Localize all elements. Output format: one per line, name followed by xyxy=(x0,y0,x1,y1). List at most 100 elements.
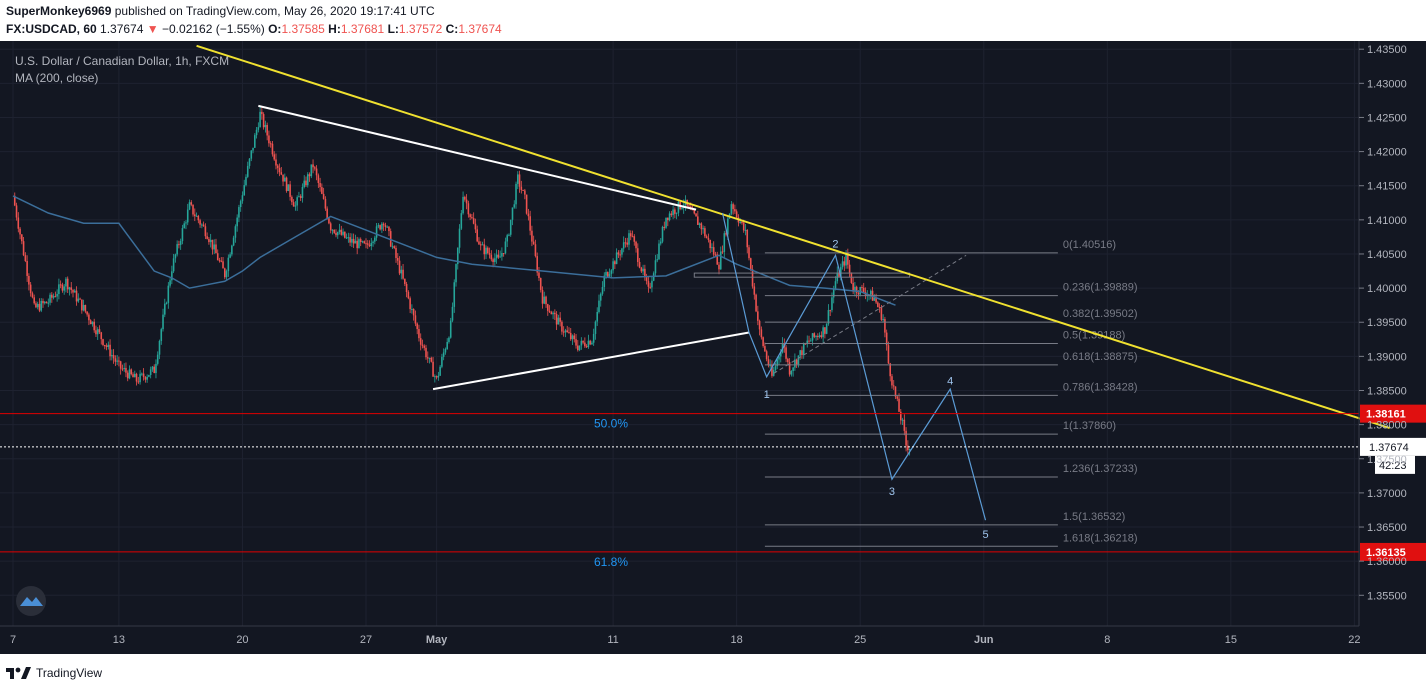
candle-body xyxy=(229,254,231,258)
candle-body xyxy=(49,294,51,303)
candle-body xyxy=(13,195,16,206)
candle-body xyxy=(857,292,860,295)
candle-body xyxy=(333,229,336,233)
candle-body xyxy=(312,164,314,168)
candle-body xyxy=(501,253,503,257)
candle-body xyxy=(817,336,819,338)
price-tick-label: 1.42500 xyxy=(1367,112,1407,124)
candle-body xyxy=(321,187,323,194)
time-axis[interactable]: 7 13 20 27 May 11 18 25 Jun 8 15 22 xyxy=(10,634,1361,646)
candle-body xyxy=(209,239,212,243)
candle-body xyxy=(472,218,475,224)
candle-body xyxy=(820,335,823,338)
candle-body xyxy=(186,209,189,223)
candle-body xyxy=(54,296,57,298)
chart-legend-title: U.S. Dollar / Canadian Dollar, 1h, FXCM xyxy=(15,54,229,68)
candle-body xyxy=(178,244,180,246)
candle-body xyxy=(776,359,779,367)
elliott-wave-path[interactable] xyxy=(721,212,987,521)
chart-area[interactable]: 0(1.40516) 0.236(1.39889) 0.382(1.39502) 0.… xyxy=(0,41,1426,654)
time-tick-label: 20 xyxy=(236,634,248,646)
candle-body xyxy=(439,366,441,376)
candle-body xyxy=(495,254,498,259)
candle-body xyxy=(802,343,805,356)
candle-body xyxy=(163,303,166,315)
tradingview-logo[interactable]: TradingView xyxy=(6,666,102,680)
candle-body xyxy=(712,247,715,255)
candle-body xyxy=(418,329,420,339)
candle-body xyxy=(322,193,325,199)
candle-body xyxy=(839,267,842,277)
candle-body xyxy=(899,411,902,421)
wave-label: 1 xyxy=(764,389,770,401)
candle-body xyxy=(156,354,159,364)
candle-body xyxy=(70,287,73,290)
candle-body xyxy=(63,286,65,291)
fib-extension-dashed-line[interactable] xyxy=(773,254,967,374)
tradingview-badge-icon[interactable] xyxy=(16,586,46,616)
price-axis[interactable]: 1.43500 1.43000 1.42500 1.42000 1.41500 1.410… xyxy=(1359,44,1407,602)
candle-body xyxy=(282,174,284,182)
candle-body xyxy=(605,272,607,276)
candle-body xyxy=(42,300,44,304)
candle-body xyxy=(497,254,500,258)
candle-body xyxy=(391,246,394,248)
candle-body xyxy=(423,345,426,348)
candle-body xyxy=(785,347,787,359)
candle-body xyxy=(192,204,194,215)
candle-body xyxy=(284,177,286,182)
candle-body xyxy=(271,143,274,155)
candle-body xyxy=(580,340,583,346)
candle-body xyxy=(610,270,613,274)
symbol-header: FX:USDCAD, 60 1.37674 ▼ −0.02162 (−1.55%… xyxy=(6,22,502,36)
wave-label: 4 xyxy=(947,375,953,387)
candle-body xyxy=(416,323,418,330)
candle-body xyxy=(575,339,577,346)
candle-body xyxy=(59,284,62,286)
candle-body xyxy=(179,241,182,245)
drawings-layer: 1 2 3 4 5 xyxy=(196,44,1391,541)
candle-body xyxy=(19,228,21,235)
candle-body xyxy=(734,209,736,212)
chart-svg[interactable]: 0(1.40516) 0.236(1.39889) 0.382(1.39502) 0.… xyxy=(0,41,1426,654)
candle-body xyxy=(748,247,750,259)
fib-zone-rect[interactable] xyxy=(693,272,911,278)
candle-body xyxy=(589,340,591,345)
fib-level-label: 1(1.37860) xyxy=(1063,420,1116,432)
triangle-upper-line[interactable] xyxy=(258,104,697,211)
candle-body xyxy=(622,242,625,249)
candle-body xyxy=(488,253,491,255)
candle-body xyxy=(670,213,673,216)
candle-body xyxy=(26,260,28,276)
ma-200-line[interactable] xyxy=(12,195,896,306)
candle-body xyxy=(199,220,201,225)
candle-body xyxy=(464,196,466,200)
price-tick-label: 1.39000 xyxy=(1367,351,1407,363)
candle-body xyxy=(806,340,809,344)
fib-level-label: 0.786(1.38428) xyxy=(1063,381,1138,393)
candle-body xyxy=(854,286,856,292)
candle-body xyxy=(361,241,364,243)
candle-body xyxy=(22,241,25,256)
candle-body xyxy=(299,196,302,198)
candle-body xyxy=(149,369,152,375)
author-name[interactable]: SuperMonkey6969 xyxy=(6,4,112,18)
candle-body xyxy=(201,224,203,226)
candle-body xyxy=(635,241,637,249)
candle-body xyxy=(206,236,208,239)
yellow-trendline[interactable] xyxy=(196,44,1391,429)
price-tick-label: 1.43000 xyxy=(1367,78,1407,90)
time-tick-label: 25 xyxy=(854,634,866,646)
candle-body xyxy=(675,212,678,214)
candle-body xyxy=(123,367,125,369)
candle-body xyxy=(716,254,719,265)
candle-body xyxy=(596,311,599,322)
candle-body xyxy=(654,260,657,274)
triangle-lower-line[interactable] xyxy=(432,331,750,391)
candle-body xyxy=(243,185,246,196)
ma-legend[interactable]: MA (200, close) xyxy=(15,71,98,85)
candle-body xyxy=(102,339,104,346)
candle-body xyxy=(614,261,616,265)
candle-body xyxy=(813,333,816,337)
candle-body xyxy=(193,214,196,217)
